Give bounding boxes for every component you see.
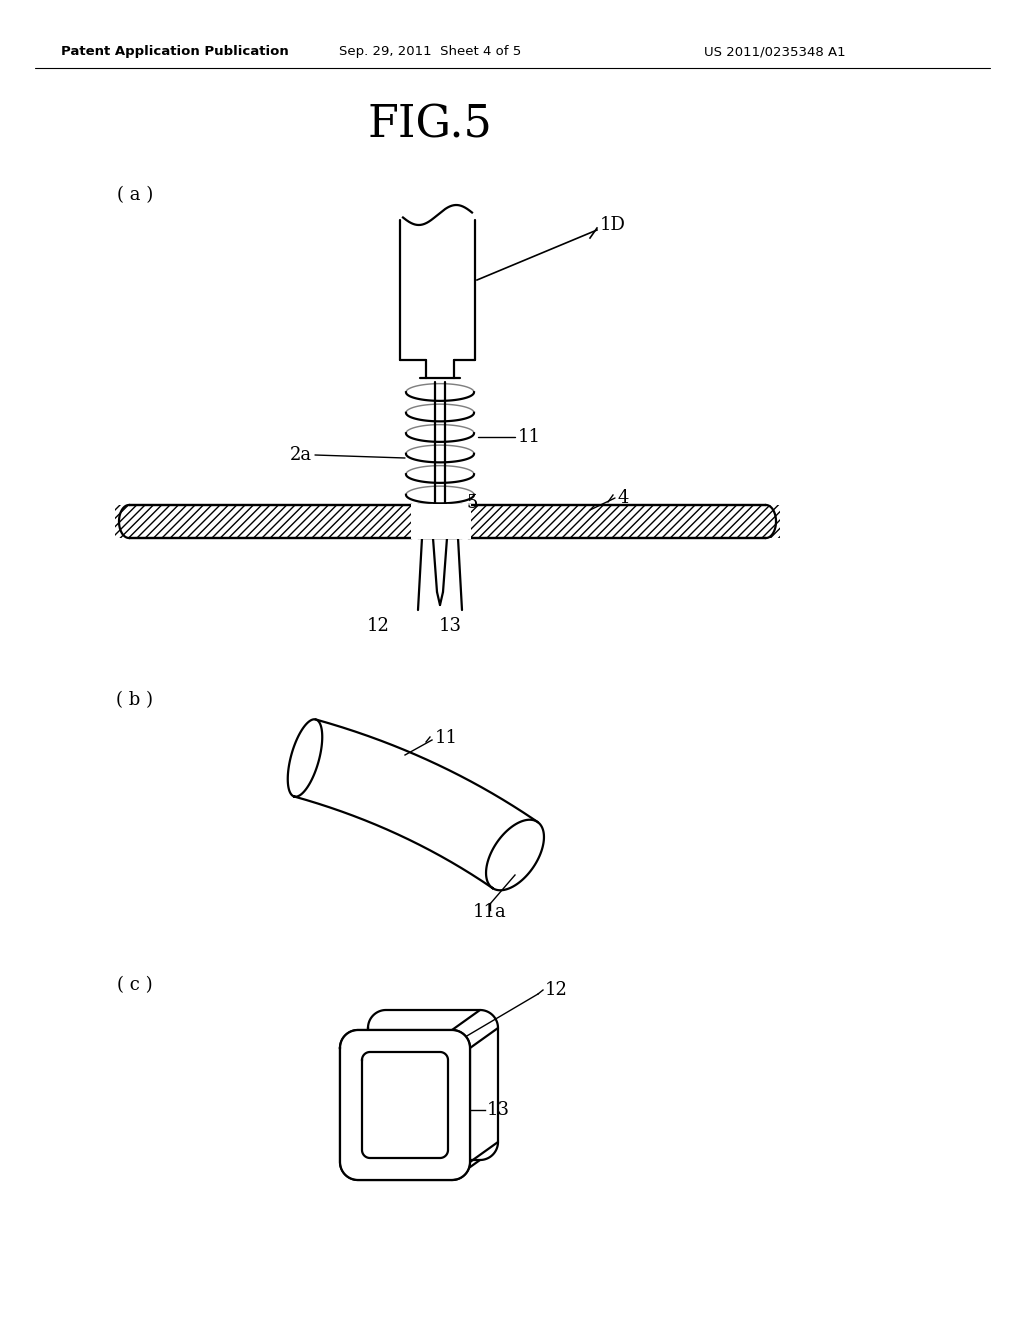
Text: ( b ): ( b ) (117, 690, 154, 709)
Text: 2a: 2a (290, 446, 312, 465)
Text: 13: 13 (438, 616, 462, 635)
Text: FIG.5: FIG.5 (368, 103, 493, 147)
Bar (115, 506, 780, 539)
Text: Patent Application Publication: Patent Application Publication (61, 45, 289, 58)
Text: 11: 11 (518, 428, 541, 446)
Text: Sep. 29, 2011  Sheet 4 of 5: Sep. 29, 2011 Sheet 4 of 5 (339, 45, 521, 58)
FancyBboxPatch shape (341, 1031, 469, 1179)
Text: ( c ): ( c ) (117, 975, 153, 994)
Text: 13: 13 (487, 1101, 510, 1119)
Text: 11: 11 (435, 729, 458, 747)
Text: 1D: 1D (600, 216, 626, 234)
Text: 4: 4 (618, 488, 630, 507)
Text: ( a ): ( a ) (117, 186, 154, 205)
Text: 12: 12 (545, 981, 568, 999)
Text: 12: 12 (367, 616, 389, 635)
Text: US 2011/0235348 A1: US 2011/0235348 A1 (705, 45, 846, 58)
Text: 11a: 11a (473, 903, 507, 921)
Bar (411, 504, 471, 539)
Text: 5: 5 (467, 494, 478, 512)
